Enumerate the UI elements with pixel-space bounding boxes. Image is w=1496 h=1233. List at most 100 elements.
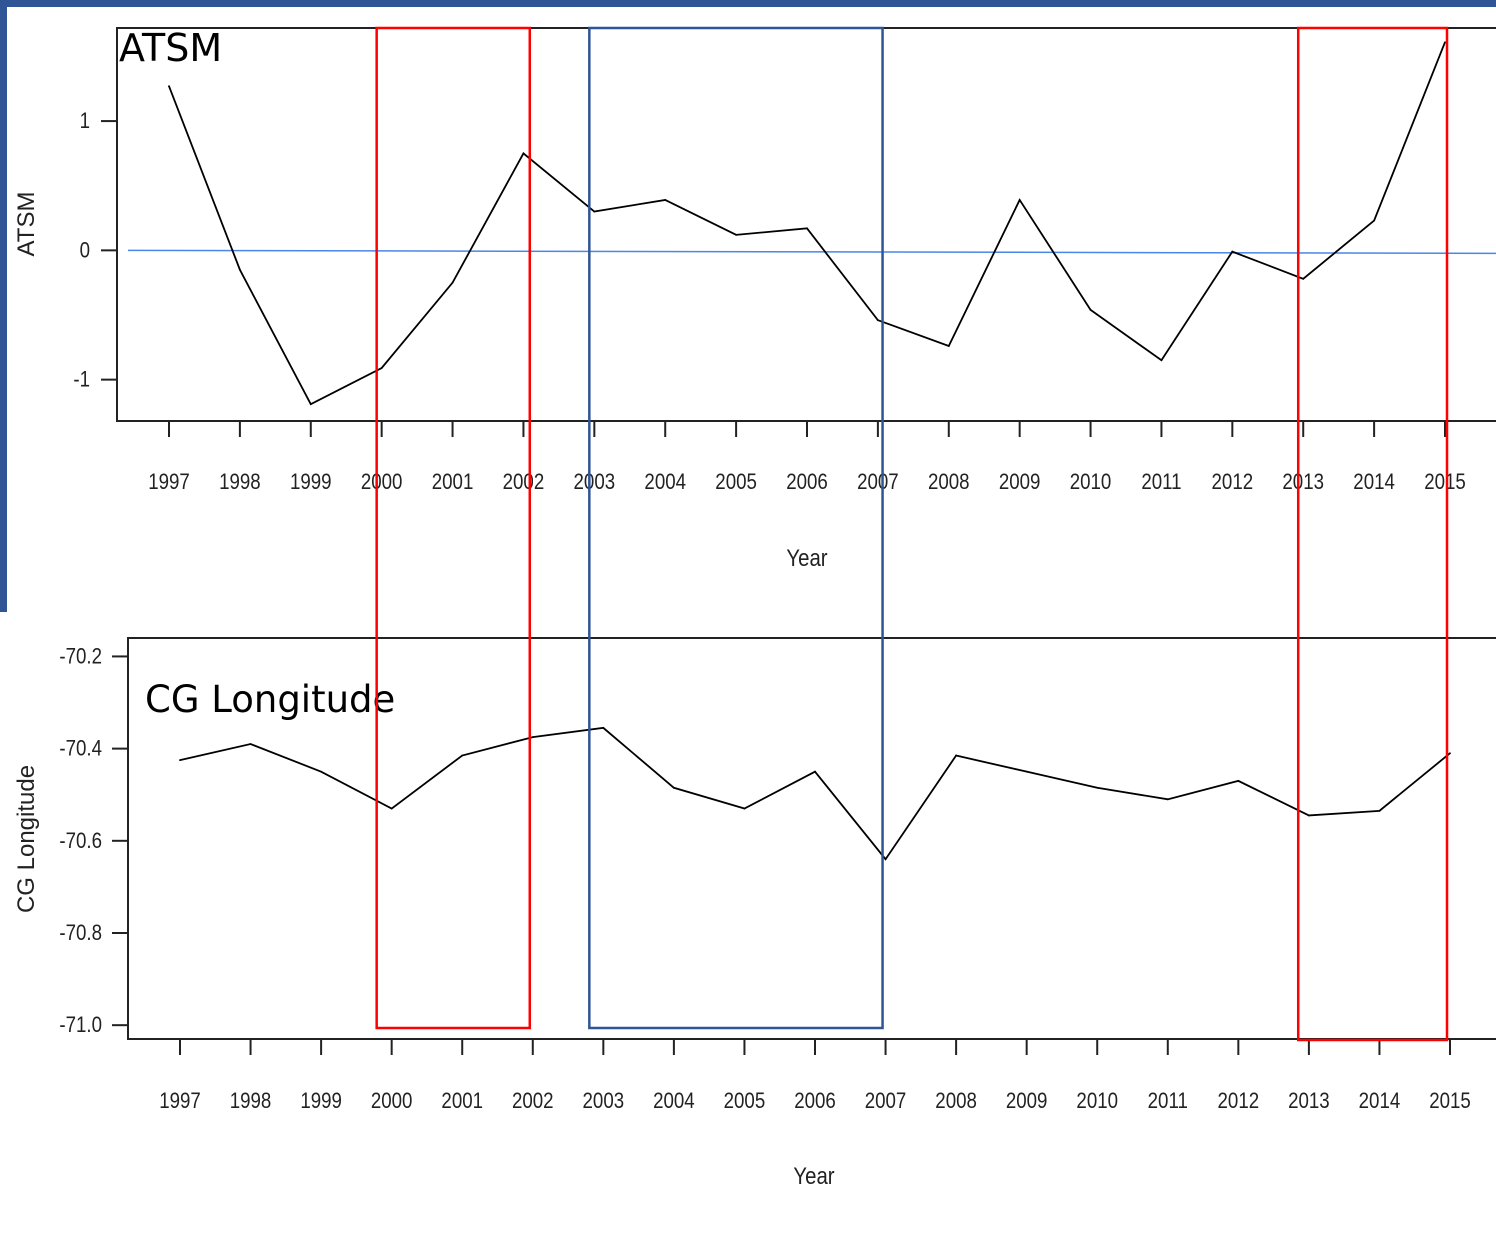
cg-longitude-data-point [1025,770,1028,773]
cg-longitude-data-point [602,726,605,729]
atsm-x-tick-label: 2013 [1282,471,1324,495]
cg-longitude-x-tick-label: 2005 [724,1090,766,1114]
atsm-x-tick-label: 2000 [361,471,403,495]
cg-longitude-data-point [884,858,887,861]
cg-longitude-x-tick-label: 2008 [935,1090,977,1114]
cg-longitude-data-point [1096,786,1099,789]
cg-longitude-x-tick-label: 2004 [653,1090,695,1114]
cg-longitude-data-point [461,754,464,757]
cg-longitude-data-point [1378,809,1381,812]
cg-longitude-panel: -70.2 -70.4 -70.6 -70.8 -71.0 1997 1998 1999 20… [13,637,1496,1189]
atsm-x-tick-label: 2002 [503,471,545,495]
slide-frame-top [0,0,1496,7]
atsm-data-point [593,210,596,213]
atsm-y-tick-label: 1 [80,110,90,134]
cg-longitude-data-point [743,807,746,810]
slide-frame-left [0,0,7,612]
cg-longitude-data-point [1237,779,1240,782]
cg-longitude-data-point [814,770,816,773]
cg-longitude-data-point [179,759,181,762]
atsm-data-point [1018,199,1021,201]
atsm-zero-reference-line [127,249,1496,255]
atsm-x-axis-title: Year [786,544,828,571]
atsm-data-point [1444,41,1446,44]
atsm-data-point [1160,359,1163,362]
atsm-x-tick-label: 2009 [999,471,1041,495]
atsm-x-tick-label: 2003 [574,471,616,495]
atsm-y-axis: 1 0 -1 [73,110,117,392]
atsm-data-point [947,345,950,347]
atsm-data-point [238,268,241,271]
atsm-plot-frame [116,27,1496,422]
cg-longitude-x-tick-label: 2000 [371,1090,413,1114]
red-window-2013-2015 [1296,26,1449,1042]
atsm-x-tick-label: 2014 [1353,471,1395,495]
cg-longitude-x-tick-label: 2013 [1288,1090,1330,1114]
atsm-x-tick-label: 1999 [290,471,332,495]
atsm-x-axis: 1997 1998 1999 2000 2001 2002 2003 2004 2005 2006… [148,421,1466,494]
cg-longitude-x-tick-label: 2006 [794,1090,836,1114]
atsm-data-point [806,227,808,230]
atsm-y-axis-title: ATSM [13,192,40,257]
cg-longitude-data-point [531,736,534,738]
atsm-x-tick-label: 1997 [148,471,190,495]
atsm-x-tick-label: 2015 [1424,471,1466,495]
atsm-data-point [380,367,383,369]
atsm-data-point [168,85,170,88]
atsm-data-point [1373,219,1376,222]
highlight-windows [375,26,1449,1042]
cg-longitude-series-line [179,726,1451,861]
red-window-2000-2002 [375,26,532,1030]
cg-longitude-x-tick-label: 2009 [1006,1090,1048,1114]
cg-longitude-y-tick-label: -70.4 [59,737,102,761]
atsm-zero-line [127,249,1496,255]
atsm-x-tick-label: 1998 [219,471,261,495]
atsm-data-point [664,199,667,201]
cg-longitude-data-point [320,770,323,773]
cg-longitude-x-tick-label: 2012 [1218,1090,1260,1114]
cg-longitude-panel-title: CG Longitude [145,678,395,721]
atsm-data-point [1089,308,1092,311]
cg-longitude-data-point [390,807,393,810]
atsm-x-tick-label: 2012 [1212,471,1254,495]
cg-longitude-x-axis-title: Year [793,1162,835,1189]
cg-longitude-data-point [249,743,252,745]
blue-window-2003-2007 [588,26,884,1030]
atsm-x-tick-label: 2001 [432,471,474,495]
cg-longitude-x-tick-label: 2007 [865,1090,907,1114]
atsm-x-tick-label: 2006 [786,471,828,495]
atsm-x-tick-label: 2010 [1070,471,1112,495]
cg-longitude-x-tick-label: 2014 [1359,1090,1401,1114]
cg-longitude-y-tick-label: -70.2 [59,645,102,669]
atsm-data-point [1302,277,1305,280]
atsm-y-tick-label: 0 [80,239,90,263]
cg-longitude-x-tick-label: 1997 [159,1090,201,1114]
atsm-data-point [451,281,454,284]
atsm-data-point [876,319,879,322]
cg-longitude-x-tick-label: 2015 [1429,1090,1471,1114]
cg-longitude-data-point [1449,752,1451,755]
cg-longitude-y-tick-label: -70.6 [59,829,102,853]
atsm-x-tick-label: 2007 [857,471,899,495]
atsm-data-point [1231,250,1234,253]
atsm-data-point [309,403,312,406]
atsm-x-tick-label: 2011 [1141,471,1181,495]
atsm-series-line [168,41,1446,406]
cg-longitude-y-tick-label: -70.8 [59,922,102,946]
cg-longitude-data-point [1166,798,1169,801]
atsm-panel: 1 0 -1 1997 1998 1999 2000 2001 2002 2003 2004 200… [13,26,1496,571]
cg-longitude-plot-frame [127,637,1496,1040]
atsm-data-point [735,233,738,236]
atsm-x-tick-label: 2005 [715,471,757,495]
cg-longitude-x-tick-label: 1998 [230,1090,272,1114]
atsm-panel-title: ATSM [119,26,222,70]
cg-longitude-x-axis: 1997 1998 1999 2000 2001 2002 2003 2004 2005 2006… [159,1039,1471,1113]
cg-longitude-x-tick-label: 2001 [441,1090,483,1114]
cg-longitude-x-tick-label: 2010 [1076,1090,1118,1114]
cg-longitude-x-tick-label: 2002 [512,1090,554,1114]
atsm-y-tick-label: -1 [73,368,90,392]
atsm-series [168,41,1446,406]
cg-longitude-y-axis: -70.2 -70.4 -70.6 -70.8 -71.0 [59,645,128,1038]
